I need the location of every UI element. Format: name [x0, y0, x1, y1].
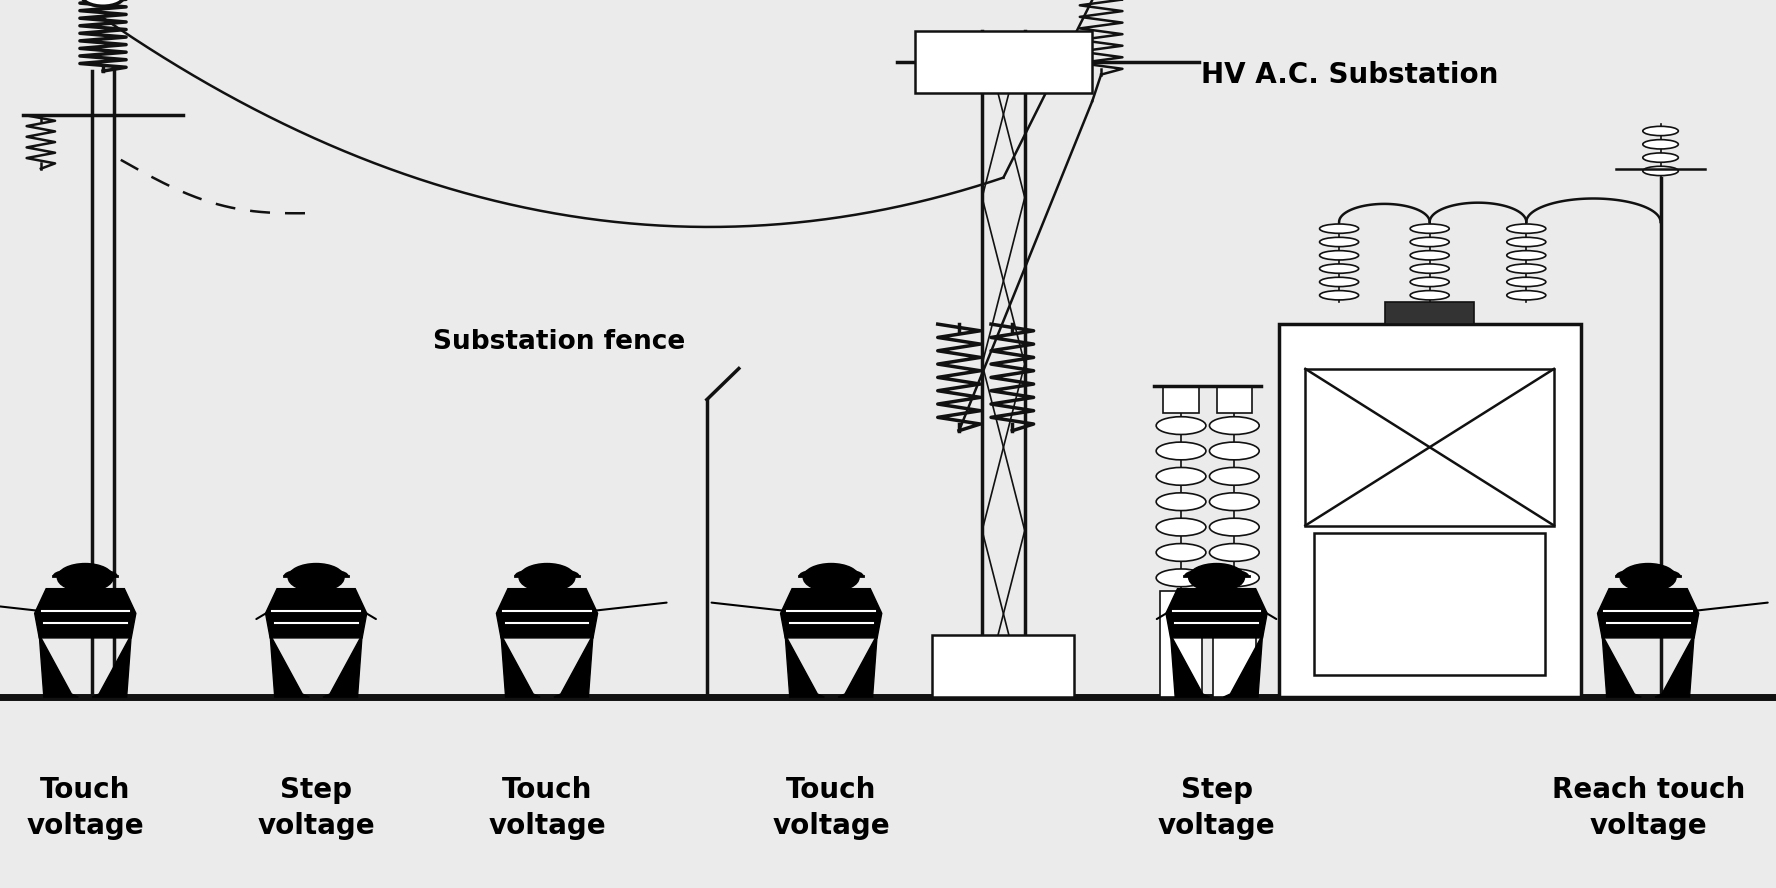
Ellipse shape [1209, 467, 1259, 485]
Text: Touch
voltage: Touch voltage [773, 776, 890, 840]
Ellipse shape [1209, 519, 1259, 536]
Ellipse shape [1320, 224, 1359, 234]
Circle shape [288, 564, 345, 591]
Polygon shape [1602, 635, 1641, 697]
Polygon shape [1167, 589, 1266, 638]
Ellipse shape [1156, 569, 1206, 587]
Polygon shape [785, 635, 824, 697]
Circle shape [82, 0, 124, 6]
Ellipse shape [1320, 290, 1359, 300]
Bar [1217, 386, 1252, 413]
Ellipse shape [1410, 224, 1449, 234]
Polygon shape [1598, 589, 1698, 638]
Ellipse shape [1643, 153, 1678, 163]
Ellipse shape [1410, 264, 1449, 274]
Text: Step
voltage: Step voltage [1158, 776, 1275, 840]
Polygon shape [1655, 635, 1694, 697]
Bar [1213, 591, 1256, 697]
Polygon shape [92, 635, 131, 697]
Ellipse shape [1410, 237, 1449, 247]
Bar [1305, 369, 1554, 526]
Ellipse shape [1643, 166, 1678, 176]
Ellipse shape [1506, 277, 1545, 287]
Bar [1163, 386, 1199, 413]
Circle shape [803, 564, 860, 591]
Ellipse shape [1643, 126, 1678, 136]
Polygon shape [323, 635, 362, 697]
Ellipse shape [1506, 224, 1545, 234]
Text: Step
voltage: Step voltage [258, 776, 375, 840]
Polygon shape [1170, 635, 1209, 697]
Polygon shape [838, 635, 877, 697]
Circle shape [57, 564, 114, 591]
Ellipse shape [1209, 543, 1259, 561]
Ellipse shape [1156, 519, 1206, 536]
Polygon shape [554, 635, 593, 697]
Polygon shape [39, 635, 78, 697]
Ellipse shape [1506, 290, 1545, 300]
Text: Reach touch
voltage: Reach touch voltage [1552, 776, 1744, 840]
Circle shape [519, 564, 575, 591]
Polygon shape [781, 589, 881, 638]
Ellipse shape [1156, 416, 1206, 434]
Ellipse shape [1506, 250, 1545, 260]
Ellipse shape [1156, 493, 1206, 511]
Circle shape [1620, 564, 1677, 591]
Ellipse shape [1506, 264, 1545, 274]
Polygon shape [501, 635, 540, 697]
Text: Touch
voltage: Touch voltage [27, 776, 144, 840]
Ellipse shape [1156, 543, 1206, 561]
Circle shape [1188, 564, 1245, 591]
Ellipse shape [1320, 277, 1359, 287]
Polygon shape [1224, 635, 1263, 697]
Polygon shape [36, 589, 135, 638]
Bar [1314, 533, 1545, 675]
Polygon shape [497, 589, 597, 638]
Text: Substation fence: Substation fence [433, 329, 686, 355]
Ellipse shape [1156, 467, 1206, 485]
Ellipse shape [1410, 277, 1449, 287]
Bar [1385, 302, 1474, 324]
Ellipse shape [1643, 139, 1678, 149]
Ellipse shape [1320, 237, 1359, 247]
Bar [1279, 324, 1581, 697]
Bar [915, 31, 1092, 93]
Ellipse shape [1209, 416, 1259, 434]
Ellipse shape [1410, 250, 1449, 260]
Ellipse shape [1410, 290, 1449, 300]
Polygon shape [270, 635, 309, 697]
Ellipse shape [1209, 493, 1259, 511]
Bar [932, 635, 1074, 697]
Ellipse shape [1156, 442, 1206, 460]
Ellipse shape [1320, 264, 1359, 274]
Text: HV A.C. Substation: HV A.C. Substation [1201, 60, 1499, 89]
Ellipse shape [1209, 569, 1259, 587]
Text: Touch
voltage: Touch voltage [488, 776, 606, 840]
Bar [1160, 591, 1202, 697]
Ellipse shape [1320, 250, 1359, 260]
Polygon shape [266, 589, 366, 638]
Ellipse shape [1506, 237, 1545, 247]
Ellipse shape [1209, 442, 1259, 460]
